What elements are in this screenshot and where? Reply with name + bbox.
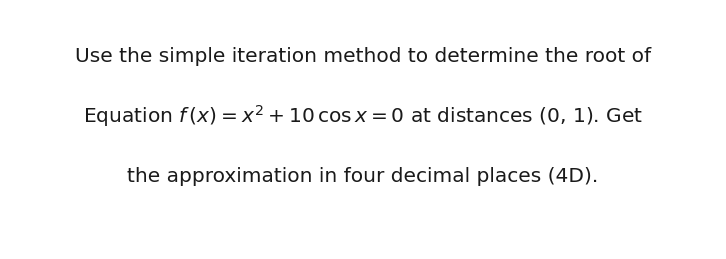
Text: Use the simple iteration method to determine the root of: Use the simple iteration method to deter…	[75, 47, 651, 67]
Text: Equation $f\,(x) = x^2 + 10\,\mathrm{cos}\,x = 0$ at distances (0, 1). Get: Equation $f\,(x) = x^2 + 10\,\mathrm{cos…	[83, 104, 643, 130]
Text: the approximation in four decimal places (4D).: the approximation in four decimal places…	[127, 167, 599, 186]
